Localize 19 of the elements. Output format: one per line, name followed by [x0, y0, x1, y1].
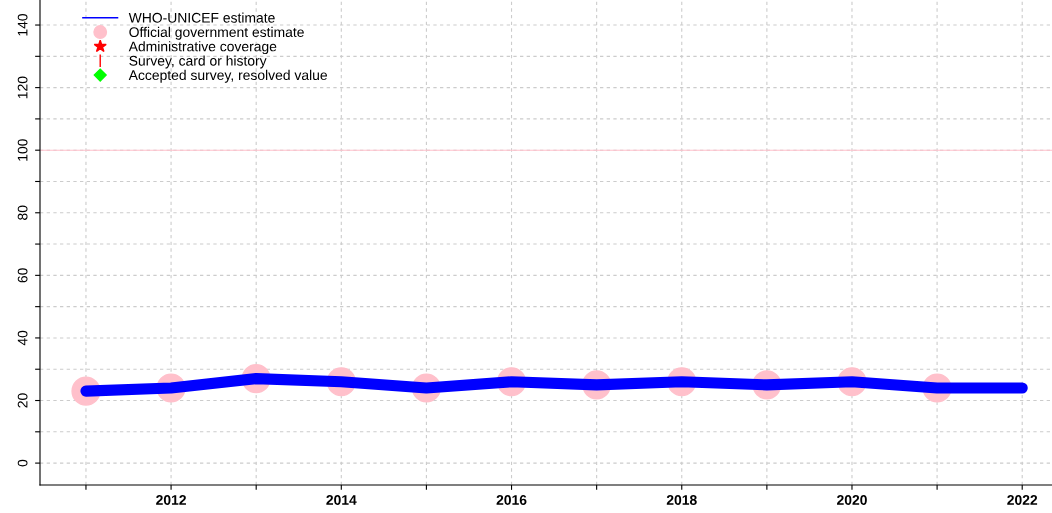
x-tick-label: 2012 — [156, 495, 186, 505]
legend-label: Administrative coverage — [128, 41, 277, 55]
y-tick-label: 100 — [17, 139, 28, 161]
y-tick-label: 120 — [17, 76, 28, 99]
y-tick-label: 140 — [17, 13, 28, 36]
x-tick-label: 2022 — [1007, 495, 1038, 505]
legend-label: Accepted survey, resolved value — [128, 69, 327, 83]
y-tick-label: 80 — [17, 205, 28, 220]
x-tick-label: 2020 — [837, 495, 867, 505]
x-tick-label: 2016 — [496, 495, 527, 505]
y-tick-label: 40 — [17, 330, 28, 346]
y-tick-label: 0 — [17, 459, 28, 467]
legend-label: Official government estimate — [129, 26, 304, 40]
legend-label: WHO-UNICEF estimate — [128, 12, 275, 23]
x-tick-label: 2014 — [326, 495, 357, 505]
y-tick-label: 20 — [17, 393, 28, 408]
legend-label: Survey, card or history — [129, 55, 267, 69]
x-tick-label: 2018 — [666, 495, 697, 505]
y-tick-label: 60 — [17, 268, 28, 283]
